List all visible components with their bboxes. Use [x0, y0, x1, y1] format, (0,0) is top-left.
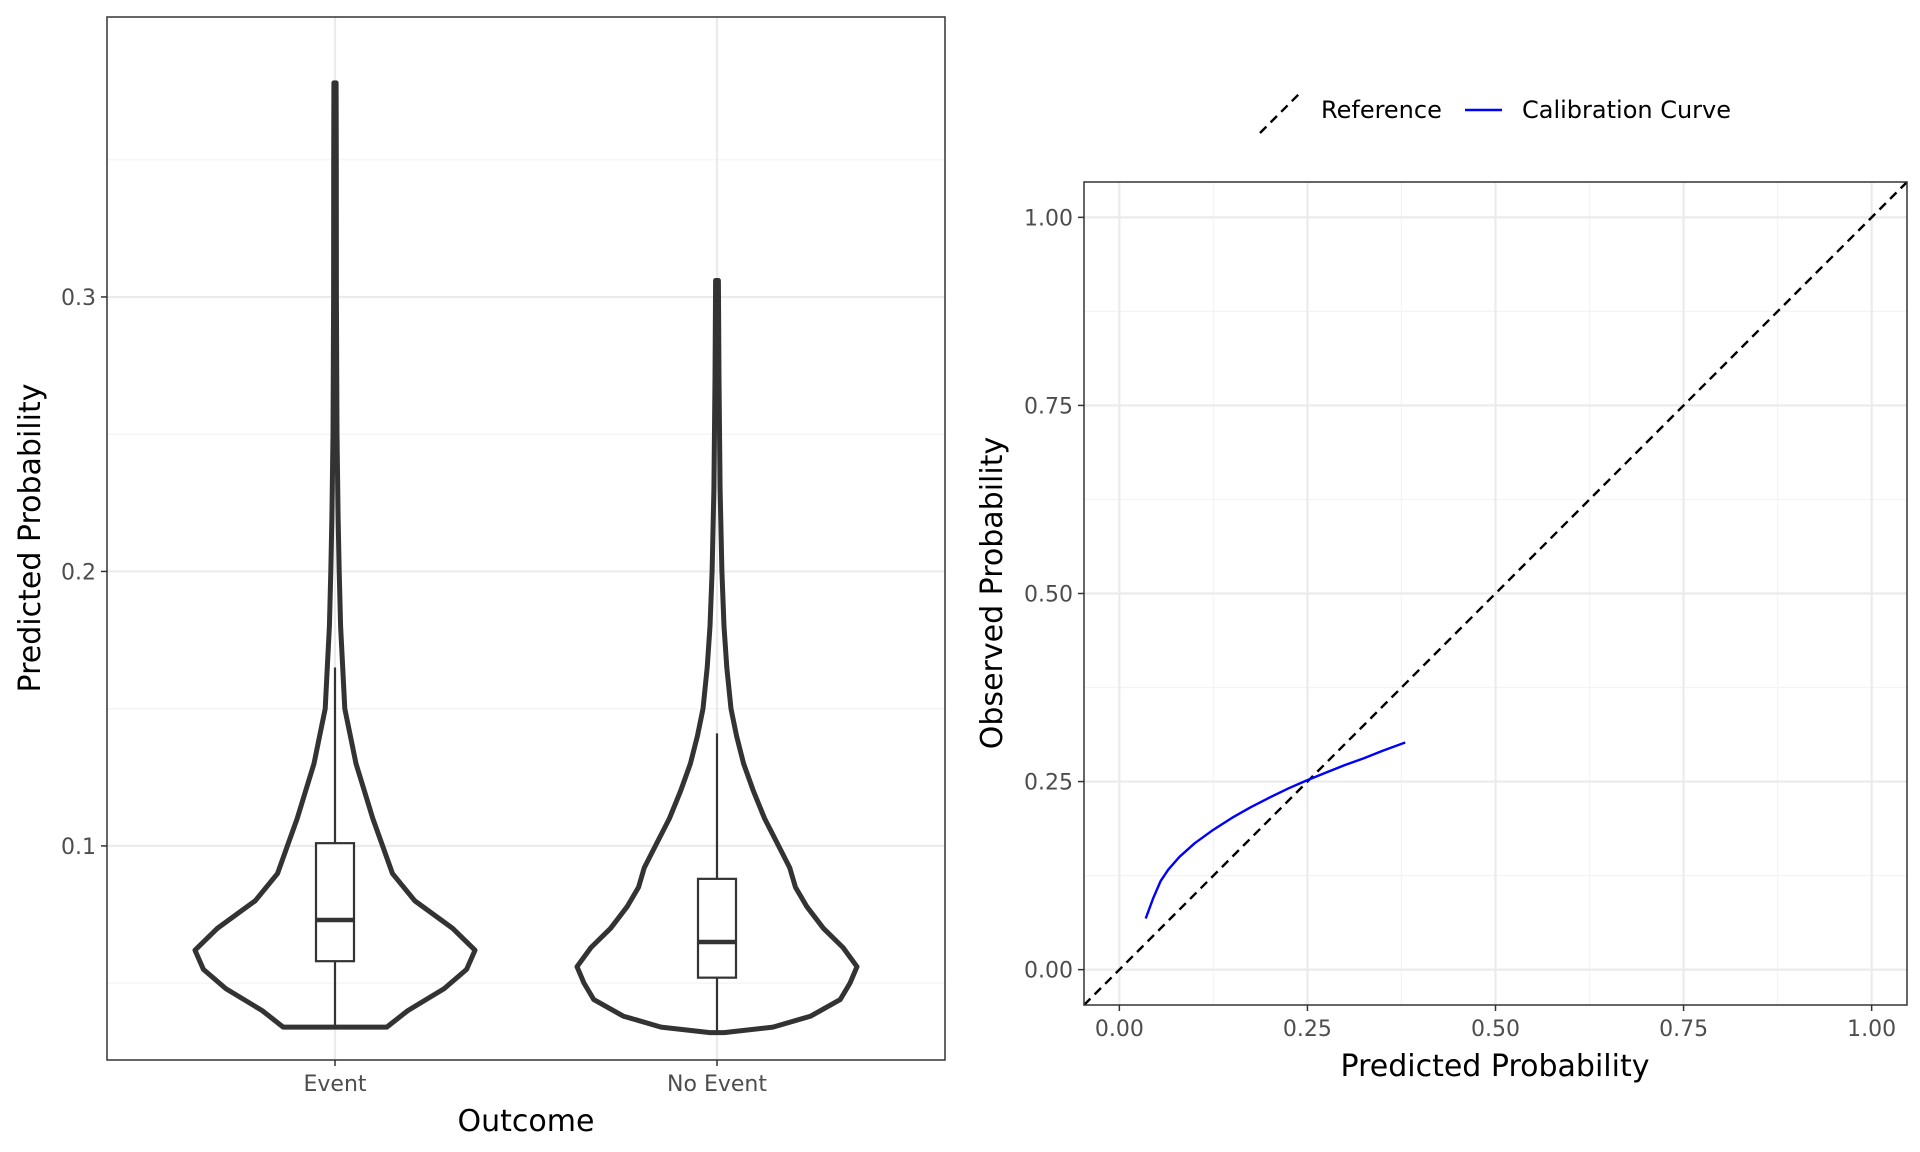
violin-x-tick-label: Event [303, 1072, 366, 1097]
calibration-chart: 0.00 0.25 0.50 0.75 1.00 0.00 0.25 0.50 0.75 1.00… [975, 90, 1908, 1084]
violin-y-tick-label: 0.1 [61, 835, 96, 860]
calibration-x-tick-label: 0.25 [1283, 1017, 1332, 1042]
calibration-axes: 0.00 0.25 0.50 0.75 1.00 0.00 0.25 0.50 0.75 1.00 [1024, 206, 1896, 1042]
legend-reference-key [1259, 90, 1303, 134]
calibration-y-tick-label: 1.00 [1024, 206, 1073, 231]
calibration-y-tick-label: 0.00 [1024, 959, 1073, 984]
violin-event [192, 80, 478, 1030]
violin-marks [192, 80, 860, 1036]
violin-chart: 0.1 0.2 0.3 Event No Event Outcome Predicted… [13, 16, 946, 1139]
violin-axes: 0.1 0.2 0.3 Event No Event [61, 286, 767, 1097]
calibration-grid [1084, 182, 1907, 1005]
violin-x-tick-label: No Event [667, 1072, 767, 1097]
calibration-x-axis-title: Predicted Probability [1341, 1049, 1650, 1084]
box-iqr [696, 877, 738, 979]
calibration-x-tick-label: 1.00 [1847, 1017, 1896, 1042]
violin-y-tick-label: 0.3 [61, 286, 96, 311]
calibration-curve-line [1144, 741, 1406, 919]
calibration-x-tick-label: 0.00 [1095, 1017, 1144, 1042]
violin-panel-background [107, 17, 945, 1060]
calibration-x-tick-label: 0.50 [1471, 1017, 1520, 1042]
calibration-marks [1083, 181, 1908, 1006]
violin-y-axis-title: Predicted Probability [13, 384, 48, 693]
box-iqr [314, 842, 356, 963]
calibration-x-tick-label: 0.75 [1659, 1017, 1708, 1042]
calibration-y-tick-label: 0.75 [1024, 394, 1073, 419]
calibration-y-tick-label: 0.25 [1024, 771, 1073, 796]
calibration-y-tick-label: 0.50 [1024, 583, 1073, 608]
violin-panel-border [106, 16, 946, 1061]
legend-reference-label: Reference [1321, 96, 1442, 124]
violin-no-event [574, 278, 860, 1036]
violin-y-tick-label: 0.2 [61, 560, 96, 585]
violin-x-axis-title: Outcome [458, 1104, 595, 1139]
legend-calibration-label: Calibration Curve [1522, 96, 1731, 124]
violin-grid [107, 17, 945, 1060]
calibration-y-axis-title: Observed Probability [975, 437, 1010, 749]
calibration-legend: Reference Calibration Curve [1259, 90, 1731, 134]
